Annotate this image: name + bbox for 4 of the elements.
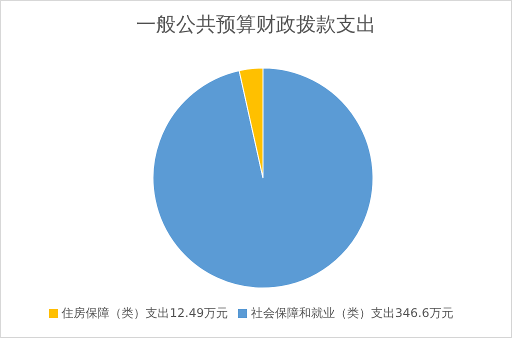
chart-title: 一般公共预算财政拨款支出 bbox=[135, 11, 377, 38]
pie-slice bbox=[152, 68, 374, 288]
legend-label: 住房保障（类）支出12.49万元 bbox=[62, 306, 228, 320]
legend-label: 社会保障和就业（类）支出346.6万元 bbox=[251, 306, 454, 320]
